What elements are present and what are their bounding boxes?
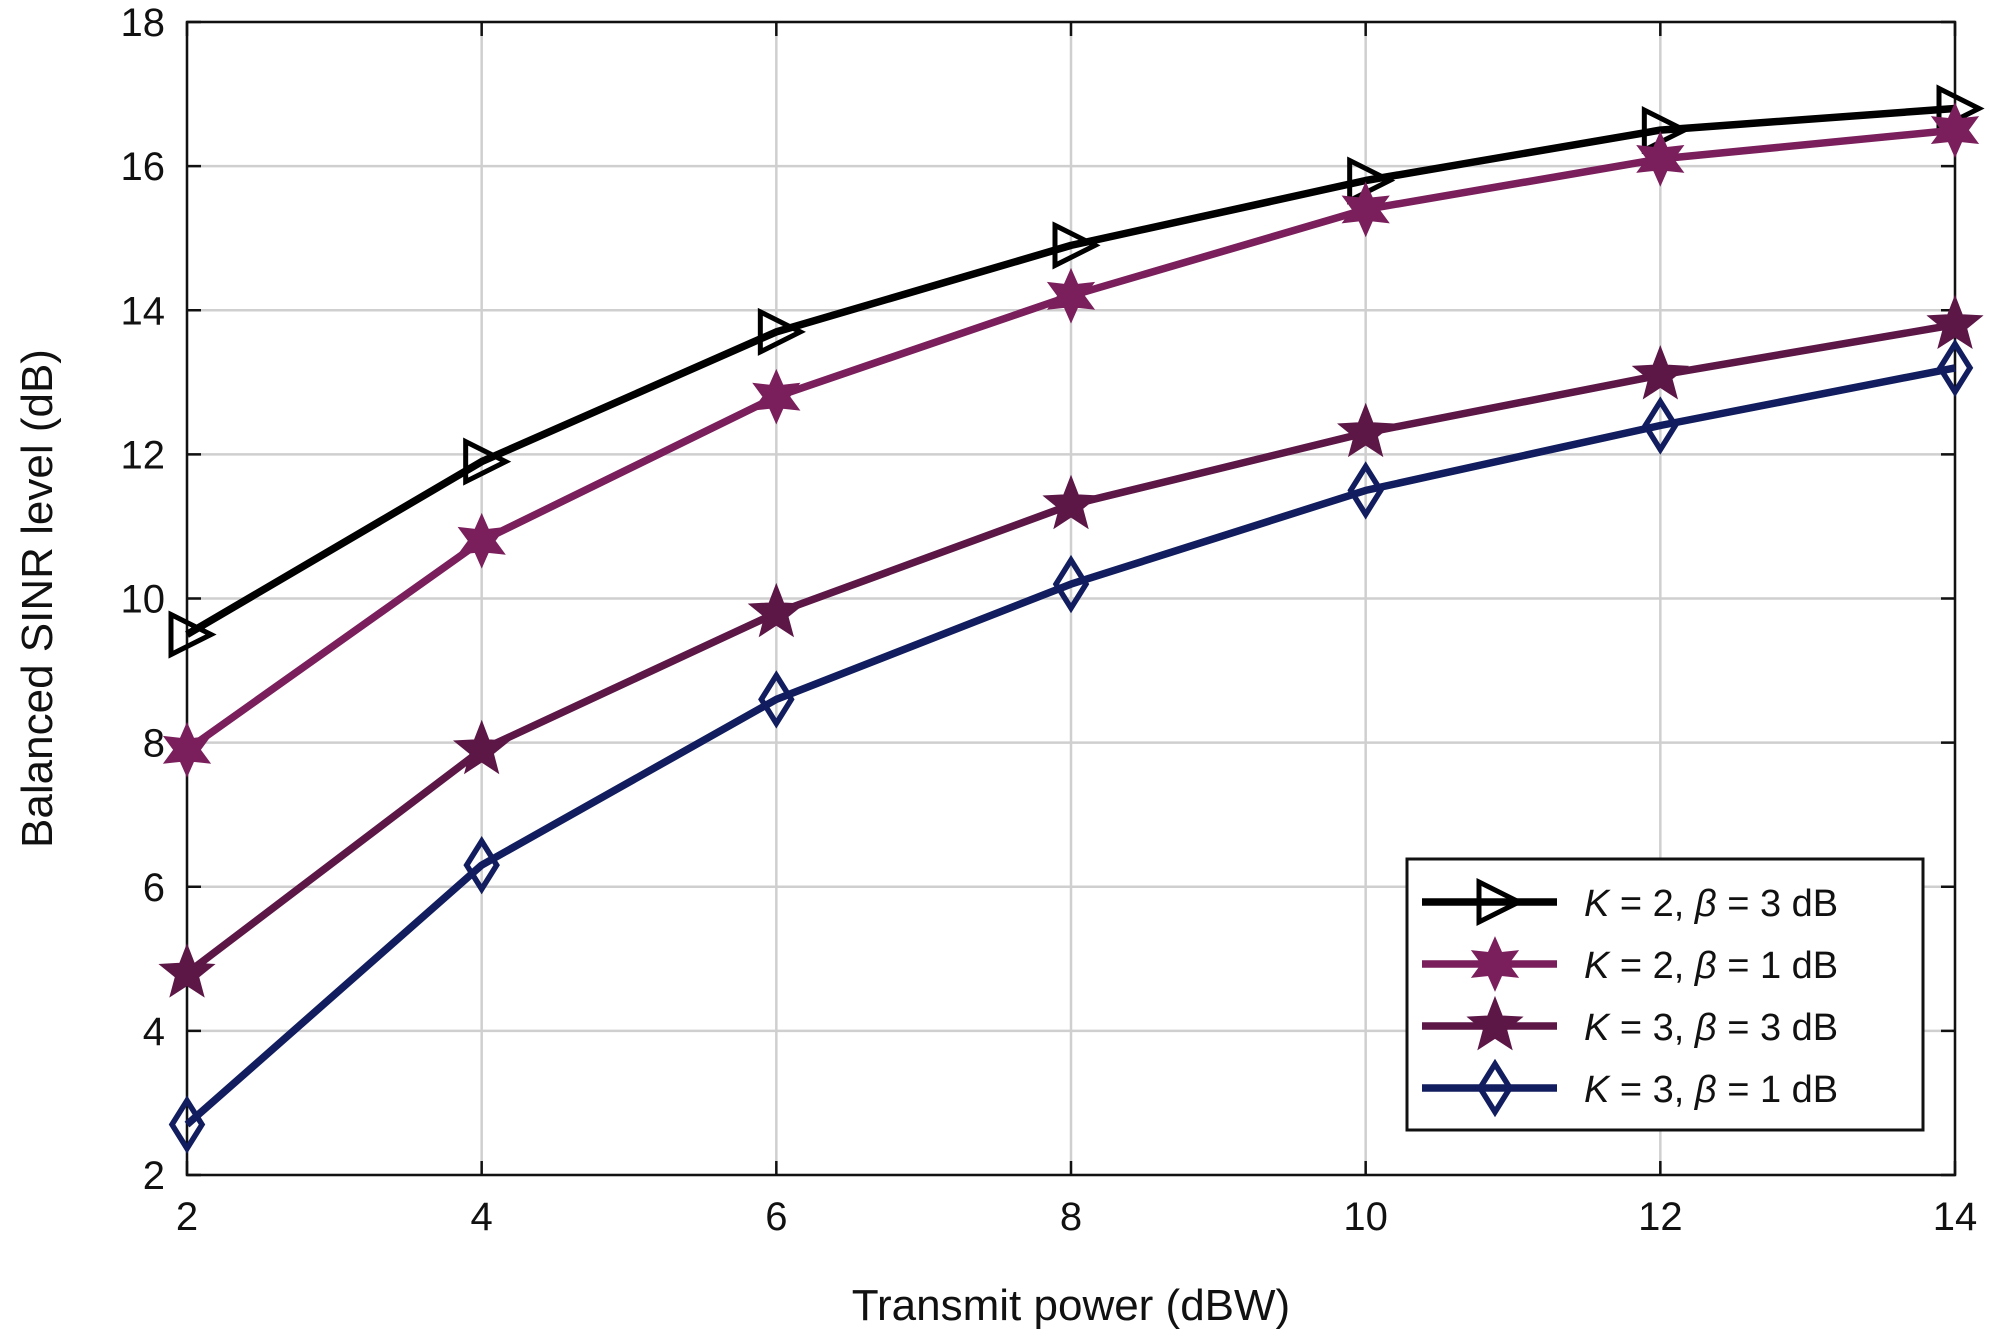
data-point [752,368,801,425]
legend-item: K = 2, β = 3 dB [1422,877,1838,927]
legend: K = 2, β = 3 dBK = 2, β = 1 dBK = 3, β =… [1405,857,1925,1132]
series-4 [168,338,1974,1154]
legend-label: K = 2, β = 3 dB [1584,883,1838,925]
data-point [158,943,216,998]
y-axis-ticks: 2 4 6 8 10 12 14 16 18 [121,1,1955,1198]
legend-label-part: = 3, [1609,1069,1695,1111]
data-point [747,582,805,638]
legend-label-part: = 1 dB [1717,1069,1838,1111]
y-tick-label: 4 [143,1010,165,1054]
legend-label-part: K [1584,945,1611,987]
legend-item: K = 3, β = 1 dB [1422,1058,1838,1118]
legend-label-part: = 3, [1609,1007,1695,1049]
legend-marker [1476,877,1525,927]
data-point [168,610,217,659]
legend-label: K = 2, β = 1 dB [1584,945,1838,987]
x-tick-label: 8 [1060,1195,1082,1239]
legend-label-part: = 3 dB [1717,1007,1838,1049]
data-point [162,721,212,778]
y-tick-label: 2 [143,1154,165,1198]
data-point [1930,102,1980,158]
x-tick-label: 10 [1343,1195,1388,1239]
legend-label: K = 3, β = 1 dB [1584,1069,1838,1111]
data-point [463,437,512,486]
series-group [158,84,1985,1154]
data-point [1341,181,1390,238]
data-point [758,670,795,729]
y-tick-label: 16 [121,145,166,189]
series-line [184,364,1956,1128]
y-tick-label: 18 [121,1,166,45]
legend-marker [1466,995,1524,1051]
legend-label-part: = 2, [1609,883,1695,925]
series-3 [158,294,1984,998]
legend-item: K = 3, β = 3 dB [1422,995,1838,1051]
legend-item: K = 2, β = 1 dB [1422,936,1838,992]
data-point [457,512,506,569]
legend-label-part: β [1694,945,1717,987]
data-point [1042,474,1100,530]
x-tick-label: 4 [471,1195,493,1239]
data-point [1642,396,1679,455]
legend-marker [1470,936,1520,992]
data-point [1926,294,1984,349]
data-point [757,307,806,356]
data-point [453,719,511,775]
legend-label-part: = 3 dB [1717,883,1838,925]
legend-label-part: K [1584,883,1611,925]
data-point [1631,345,1689,400]
legend-label: K = 3, β = 3 dB [1584,1007,1838,1049]
data-point [1052,221,1101,270]
series-1 [168,84,1985,659]
legend-label-part: K [1584,1069,1611,1111]
legend-label-part: = 2, [1609,945,1695,987]
legend-label-part: β [1694,1069,1717,1111]
x-tick-label: 6 [765,1195,787,1239]
y-tick-label: 8 [143,722,165,766]
data-point [168,1095,206,1154]
x-axis-ticks: 2 4 6 8 10 12 14 [176,22,1977,1239]
y-axis-label: Balanced SINR level (dB) [13,349,62,848]
x-tick-label: 2 [176,1195,198,1239]
y-tick-label: 14 [121,289,166,333]
legend-label-part: β [1694,883,1717,925]
y-tick-label: 12 [121,433,166,477]
legend-label-part: β [1694,1007,1717,1049]
x-axis-label: Transmit power (dBW) [852,1281,1290,1330]
y-tick-label: 10 [121,578,166,622]
data-point [1636,131,1685,187]
data-point [1337,402,1395,458]
data-point [1052,554,1090,614]
legend-label-part: = 1 dB [1717,945,1838,987]
y-tick-label: 6 [143,866,165,910]
series-line [185,104,1956,638]
x-tick-label: 12 [1638,1195,1683,1239]
legend-label-part: K [1584,1007,1611,1049]
data-point [1347,461,1384,520]
series-2 [162,102,1980,778]
data-point [1936,338,1974,398]
data-point [463,835,500,895]
data-point [1046,267,1096,324]
legend-marker [1476,1058,1514,1118]
x-tick-label: 14 [1933,1195,1978,1239]
data-point [1641,106,1690,155]
